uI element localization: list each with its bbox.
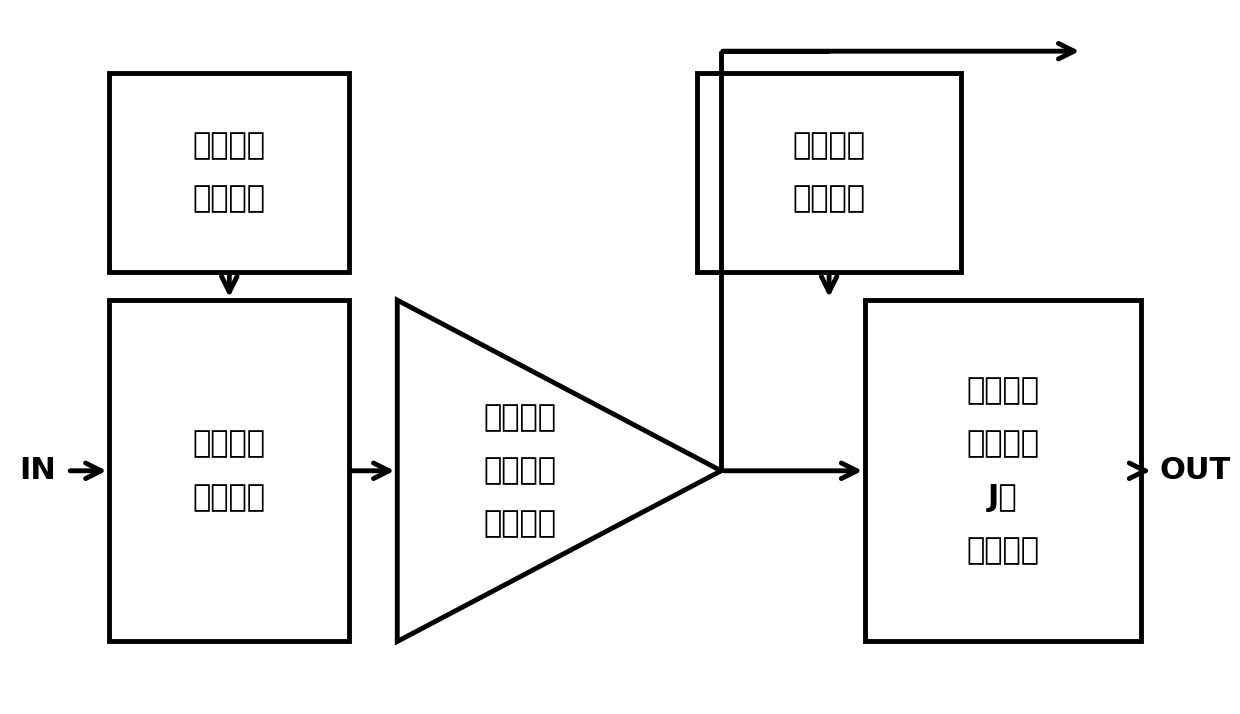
Text: 偏置网络: 偏置网络: [792, 184, 866, 213]
Polygon shape: [109, 73, 350, 271]
Text: 偏置网络: 偏置网络: [192, 184, 265, 213]
Text: J类: J类: [988, 483, 1018, 512]
Polygon shape: [866, 300, 1141, 641]
Text: 控制网络: 控制网络: [192, 483, 265, 512]
Polygon shape: [109, 300, 350, 641]
Text: IN: IN: [20, 456, 56, 486]
Text: 输出二次: 输出二次: [966, 376, 1039, 406]
Text: 漏极供电: 漏极供电: [792, 131, 866, 160]
Text: 四堆叠自: 四堆叠自: [484, 403, 557, 432]
Polygon shape: [697, 73, 961, 271]
Text: 偏置功率: 偏置功率: [484, 456, 557, 486]
Text: 谐波双频: 谐波双频: [966, 430, 1039, 458]
Text: OUT: OUT: [1159, 456, 1230, 486]
Text: 栅极供电: 栅极供电: [192, 131, 265, 160]
Polygon shape: [397, 300, 722, 641]
Text: 放大网络: 放大网络: [484, 510, 557, 538]
Text: 输入双频: 输入双频: [192, 430, 265, 458]
Text: 控制网络: 控制网络: [966, 536, 1039, 565]
